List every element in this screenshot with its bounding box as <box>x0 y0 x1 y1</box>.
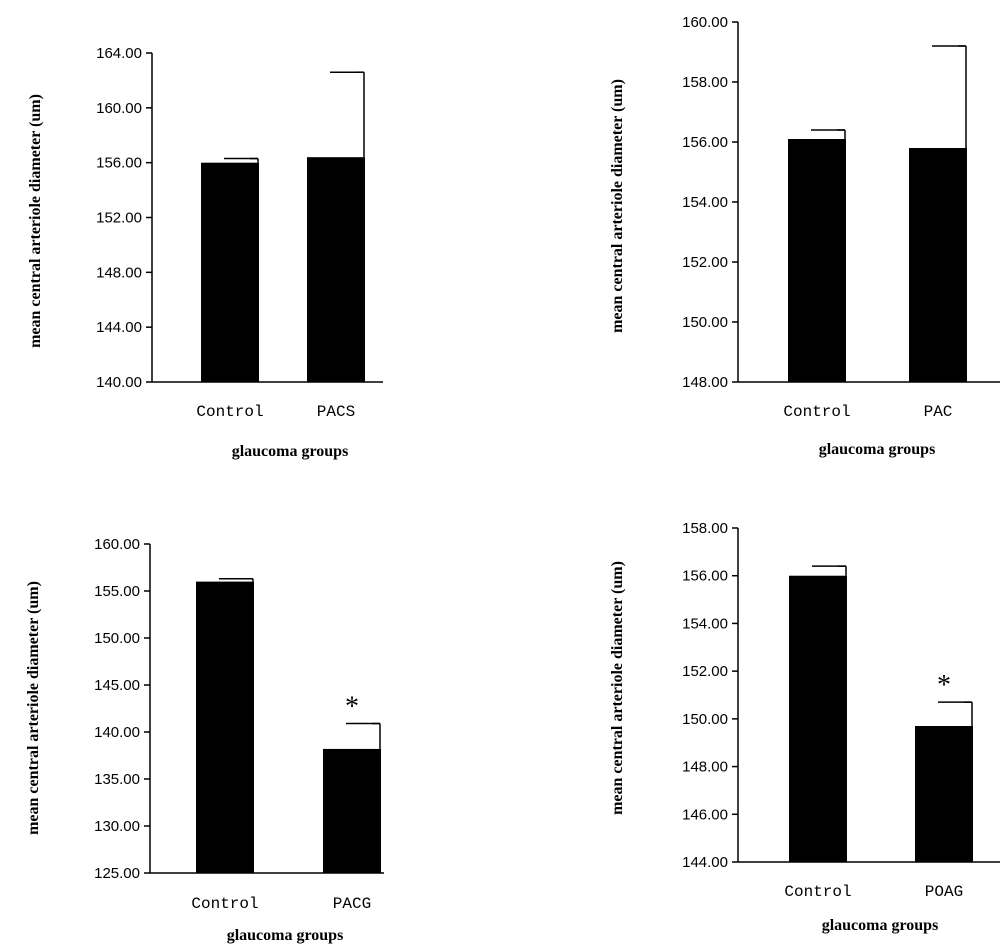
y-tick-label: 135.00 <box>94 771 140 788</box>
bar-control <box>196 581 254 873</box>
y-tick-label: 140.00 <box>96 374 142 391</box>
category-label-pac: PAC <box>924 403 953 421</box>
bar-control <box>788 139 846 382</box>
category-label-control: Control <box>191 895 258 913</box>
y-tick-label: 150.00 <box>682 711 728 728</box>
y-tick-label: 160.00 <box>96 100 142 117</box>
x-axis-title: glaucoma groups <box>232 443 349 460</box>
y-tick-label: 148.00 <box>682 374 728 391</box>
y-tick-label: 145.00 <box>94 677 140 694</box>
category-label-control: Control <box>783 403 850 421</box>
y-tick-label: 158.00 <box>682 520 728 537</box>
category-label-control: Control <box>196 403 263 421</box>
y-tick-label: 152.00 <box>96 210 142 227</box>
y-axis-title: mean central arteriole diameter (um) <box>609 79 626 333</box>
y-tick-label: 150.00 <box>682 314 728 331</box>
y-tick-label: 148.00 <box>96 264 142 281</box>
y-tick-label: 152.00 <box>682 254 728 271</box>
bar-control <box>789 575 847 862</box>
category-label-control: Control <box>784 883 851 901</box>
y-tick-label: 156.00 <box>96 155 142 172</box>
bar-pacs <box>307 157 365 382</box>
y-tick-label: 125.00 <box>94 865 140 882</box>
x-axis-title: glaucoma groups <box>227 927 344 944</box>
y-tick-label: 148.00 <box>682 759 728 776</box>
y-axis-title: mean central arteriole diameter (um) <box>27 94 44 348</box>
y-tick-label: 140.00 <box>94 724 140 741</box>
bar-pac <box>909 148 967 382</box>
y-tick-label: 164.00 <box>96 45 142 62</box>
bar-control <box>201 162 259 382</box>
y-tick-label: 154.00 <box>682 194 728 211</box>
x-axis-title: glaucoma groups <box>822 917 939 934</box>
y-axis-title: mean central arteriole diameter (um) <box>609 561 626 815</box>
bar-poag <box>915 726 973 862</box>
y-tick-label: 158.00 <box>682 74 728 91</box>
significance-marker: * <box>345 692 359 723</box>
y-tick-label: 146.00 <box>682 806 728 823</box>
y-tick-label: 154.00 <box>682 615 728 632</box>
chart-panel-2: 148.00 150.00 152.00 154.00 156.00 158.00 160.… <box>609 14 1000 458</box>
y-tick-label: 144.00 <box>682 854 728 871</box>
category-label-pacg: PACG <box>333 895 371 913</box>
category-label-pacs: PACS <box>317 403 355 421</box>
category-label-poag: POAG <box>925 883 963 901</box>
chart-panel-1: 140.00 144.00 148.00 152.00 156.00 160.00 164.… <box>27 45 383 460</box>
y-tick-label: 160.00 <box>682 14 728 31</box>
y-tick-label: 156.00 <box>682 134 728 151</box>
y-tick-label: 155.00 <box>94 583 140 600</box>
y-axis-title: mean central arteriole diameter (um) <box>25 581 42 835</box>
y-tick-label: 160.00 <box>94 536 140 553</box>
y-tick-label: 130.00 <box>94 818 140 835</box>
y-tick-label: 144.00 <box>96 319 142 336</box>
y-tick-label: 156.00 <box>682 568 728 585</box>
bar-pacg <box>323 748 381 873</box>
y-tick-label: 152.00 <box>682 663 728 680</box>
x-axis-title: glaucoma groups <box>819 441 936 458</box>
chart-panel-3: 125.00 130.00 135.00 140.00 145.00 150.00 155.… <box>25 536 384 944</box>
significance-marker: * <box>937 670 951 701</box>
chart-panel-4: 144.00 146.00 148.00 150.00 152.00 154.00 156.… <box>609 520 1000 934</box>
y-tick-label: 150.00 <box>94 630 140 647</box>
